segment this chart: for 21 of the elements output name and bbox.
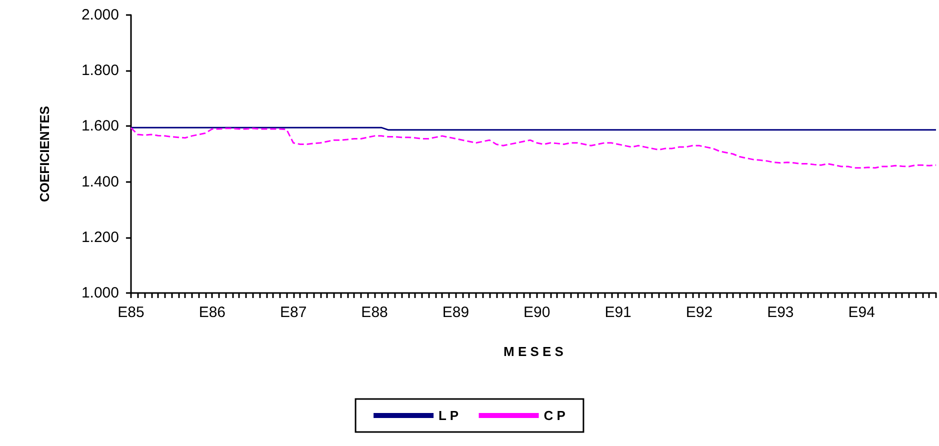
x-tick-label: E85 [118, 304, 144, 321]
y-tick-label: 2.000 [81, 6, 119, 24]
x-tick-label: E93 [767, 304, 794, 321]
x-tick-label: E92 [686, 304, 713, 321]
y-tick-label: 1.200 [81, 228, 119, 246]
x-axis-title: M E S E S [504, 344, 564, 359]
y-tick-label: 1.000 [81, 284, 119, 302]
line-series [130, 127, 937, 169]
x-tick-label: E86 [198, 304, 226, 321]
x-tick-label: E90 [524, 304, 550, 321]
y-tick-label: 1.400 [81, 173, 119, 190]
legend-label: C P [544, 408, 566, 423]
y-tick-label: 1.800 [81, 62, 119, 80]
y-tick-label: 1.600 [81, 118, 119, 135]
x-tick-label: E88 [361, 304, 388, 321]
x-tick-label: E89 [442, 304, 470, 321]
x-tick-label: E94 [848, 304, 875, 321]
x-tick-label: E91 [604, 304, 632, 321]
x-tick-label: E87 [280, 304, 307, 321]
legend-label: L P [438, 408, 459, 423]
y-axis-title: COEFICIENTES [37, 106, 52, 202]
